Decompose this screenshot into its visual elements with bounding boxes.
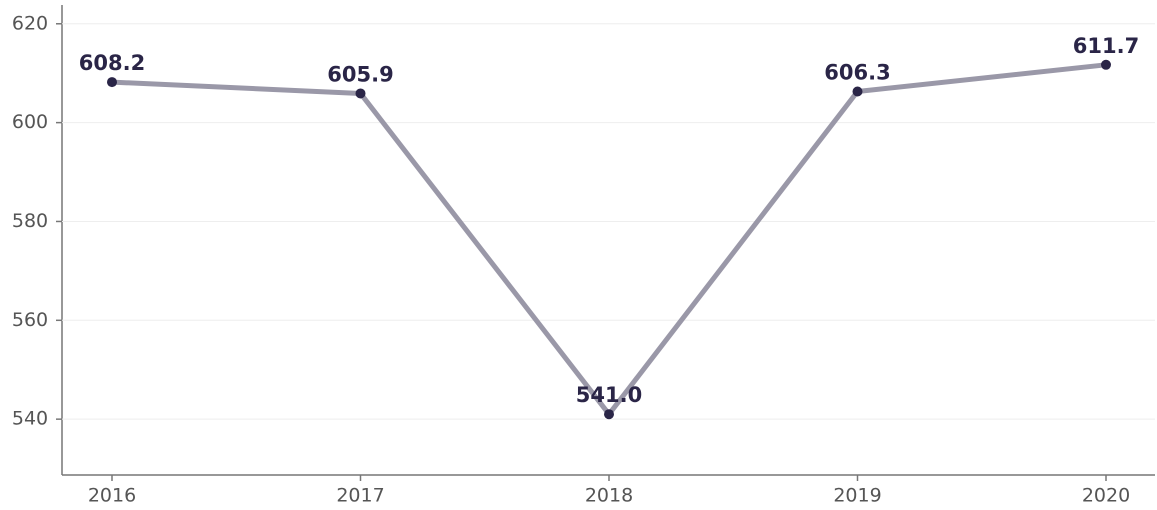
x-tick-label: 2017 [336,485,384,507]
x-tick-label: 2018 [585,485,633,507]
point [355,88,366,99]
line [111,62,1107,417]
x-tick-label: 2020 [1082,485,1130,507]
value-label: 541.0 [576,383,642,407]
value-label: 608.2 [79,51,145,75]
y-tick-label: 600 [12,111,48,133]
x-tick-label: 2019 [833,485,881,507]
value-label: 611.7 [1073,34,1139,58]
y-tick-label: 580 [12,210,48,232]
x-tick-label: 2016 [88,485,136,507]
y-tick-label: 560 [12,309,48,331]
point [1101,59,1111,70]
value-label: 606.3 [824,60,890,84]
y-tick-label: 540 [12,408,48,430]
y-tick-label: 620 [12,12,48,34]
point [604,409,614,420]
point [107,77,117,88]
value-label: 605.9 [327,62,393,86]
point [852,86,863,97]
